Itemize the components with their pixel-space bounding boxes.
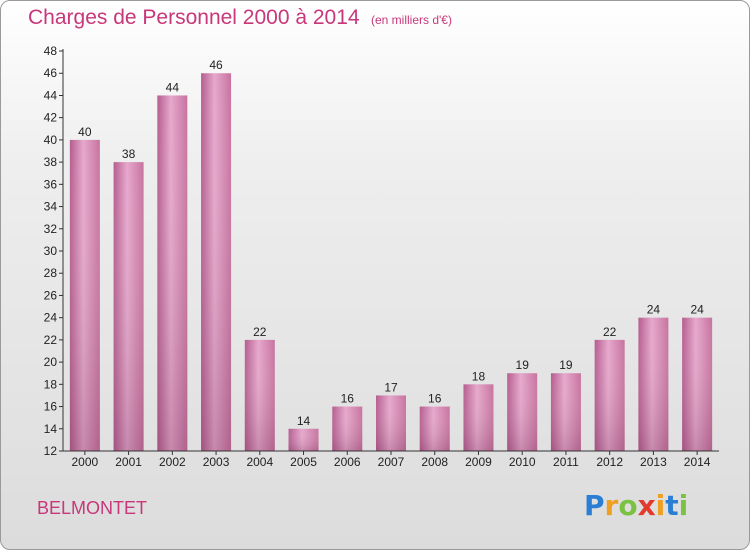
logo-letter: r — [604, 489, 619, 522]
bar-shade-2006 — [332, 406, 363, 451]
x-tick-label-2000: 2000 — [72, 455, 99, 469]
y-tick-label-18: 18 — [44, 377, 58, 391]
y-tick-label-26: 26 — [44, 288, 58, 302]
bar-shade-2014 — [682, 317, 713, 451]
y-tick-label-14: 14 — [44, 422, 58, 436]
y-tick-label-40: 40 — [44, 133, 58, 147]
value-label-2007: 17 — [384, 380, 398, 394]
y-tick-label-42: 42 — [44, 111, 58, 125]
logo-letter: x — [637, 489, 656, 522]
value-label-2001: 38 — [122, 147, 136, 161]
chart-subtitle: (en milliers d'€) — [371, 13, 452, 27]
value-label-2003: 46 — [209, 58, 223, 72]
value-label-2011: 19 — [559, 358, 573, 372]
y-tick-label-38: 38 — [44, 155, 58, 169]
logo-letter: P — [584, 489, 605, 522]
bar-shade-2002 — [157, 95, 188, 451]
value-label-2006: 16 — [341, 392, 355, 406]
x-tick-label-2010: 2010 — [509, 455, 536, 469]
value-label-2009: 18 — [472, 369, 486, 383]
bar-shade-2013 — [638, 317, 669, 451]
bar-shade-2007 — [376, 395, 406, 451]
x-tick-label-2012: 2012 — [596, 455, 623, 469]
value-label-2005: 14 — [297, 414, 311, 428]
bar-shade-2005 — [288, 428, 319, 451]
y-tick-label-32: 32 — [44, 222, 58, 236]
y-tick-label-30: 30 — [44, 244, 58, 258]
value-label-2002: 44 — [166, 80, 180, 94]
value-label-2013: 24 — [647, 303, 661, 317]
logo-letter: i — [678, 489, 689, 522]
bar-shade-2000 — [69, 139, 100, 451]
value-label-2008: 16 — [428, 392, 442, 406]
value-label-2012: 22 — [603, 325, 617, 339]
y-tick-label-36: 36 — [44, 177, 58, 191]
x-tick-label-2007: 2007 — [378, 455, 405, 469]
bar-shade-2003 — [201, 73, 232, 451]
logo-letter: o — [618, 489, 638, 522]
y-tick-label-34: 34 — [44, 200, 58, 214]
value-label-2010: 19 — [516, 358, 530, 372]
logo-letter: t — [665, 489, 679, 522]
chart-title: Charges de Personnel 2000 à 2014 — [28, 6, 360, 29]
bar-shade-2012 — [594, 339, 625, 451]
x-tick-label-2009: 2009 — [465, 455, 492, 469]
proxiti-logo: Proxiti — [584, 489, 688, 522]
bar-shade-2009 — [463, 384, 494, 451]
x-tick-label-2002: 2002 — [159, 455, 186, 469]
value-label-2004: 22 — [253, 325, 267, 339]
y-tick-label-16: 16 — [44, 400, 58, 414]
x-tick-label-2014: 2014 — [684, 455, 711, 469]
y-tick-label-48: 48 — [44, 44, 58, 58]
x-tick-label-2001: 2001 — [115, 455, 142, 469]
y-tick-label-22: 22 — [44, 333, 58, 347]
y-tick-label-44: 44 — [44, 88, 58, 102]
x-tick-label-2004: 2004 — [246, 455, 273, 469]
bar-shade-2010 — [507, 373, 538, 451]
bar-shade-2011 — [550, 373, 581, 451]
x-tick-label-2008: 2008 — [421, 455, 448, 469]
logo-letter: i — [655, 489, 666, 522]
y-tick-label-46: 46 — [44, 66, 58, 80]
location-name: BELMONTET — [37, 498, 148, 518]
bar-shade-2001 — [113, 162, 144, 451]
value-label-2000: 40 — [78, 125, 92, 139]
y-tick-label-24: 24 — [44, 311, 58, 325]
x-tick-label-2013: 2013 — [640, 455, 667, 469]
y-tick-label-12: 12 — [44, 444, 58, 458]
bar-shade-2008 — [419, 406, 450, 451]
y-tick-label-28: 28 — [44, 266, 58, 280]
y-tick-label-20: 20 — [44, 355, 58, 369]
x-tick-label-2005: 2005 — [290, 455, 317, 469]
x-tick-label-2006: 2006 — [334, 455, 361, 469]
x-tick-label-2003: 2003 — [203, 455, 230, 469]
value-label-2014: 24 — [690, 303, 704, 317]
x-tick-label-2011: 2011 — [553, 455, 579, 469]
bar-shade-2004 — [244, 339, 275, 451]
